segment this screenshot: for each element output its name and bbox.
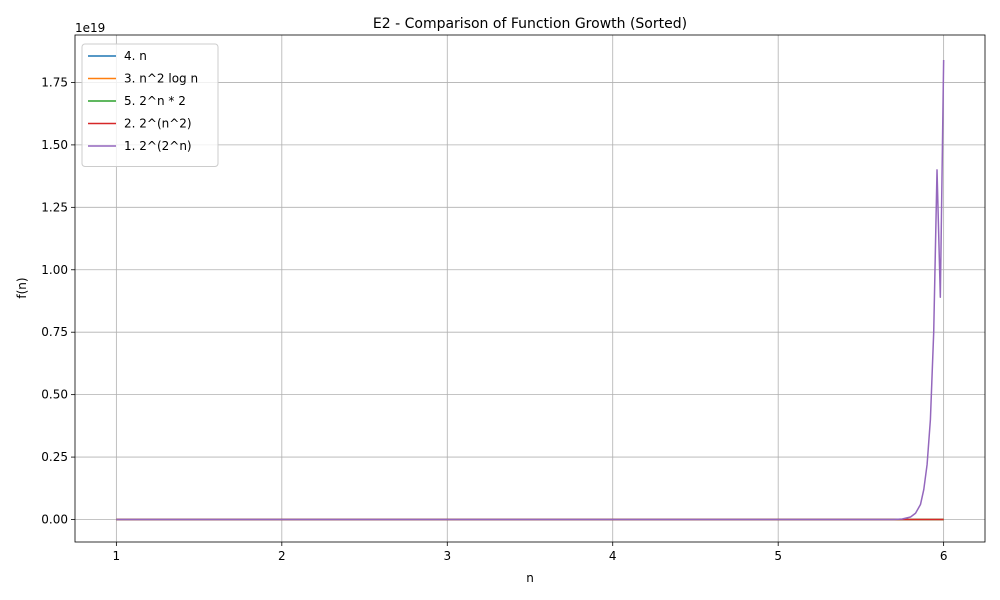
legend-entry: 1. 2^(2^n) xyxy=(124,139,192,153)
y-tick-label: 0.50 xyxy=(41,388,68,402)
x-tick-label: 1 xyxy=(113,549,121,563)
legend-entry: 5. 2^n * 2 xyxy=(124,94,186,108)
chart-title: E2 - Comparison of Function Growth (Sort… xyxy=(373,16,687,32)
legend-entry: 3. n^2 log n xyxy=(124,72,198,86)
y-tick-label: 1.50 xyxy=(41,138,68,152)
series-line-5 xyxy=(116,59,945,521)
y-tick-label: 0.25 xyxy=(41,450,68,464)
x-tick-label: 5 xyxy=(774,549,782,563)
legend-box xyxy=(81,43,219,167)
y-tick-label: 1.00 xyxy=(41,263,68,277)
x-tick-label: 4 xyxy=(609,549,617,563)
y-tick-label: 1.25 xyxy=(41,200,68,214)
y-tick-label: 0.00 xyxy=(41,513,68,527)
y-axis-label: f(n) xyxy=(15,277,29,298)
x-tick-label: 3 xyxy=(443,549,451,563)
y-offset-text: 1e19 xyxy=(75,21,105,35)
legend: 4. n 3. n^2 log n 5. 2^n * 2 2. 2^(n^2) 1. 2… xyxy=(81,43,219,167)
axis-ticks: 1 2 3 4 5 6 0.00 0.25 0.50 0.75 1.00 1.25 1.50 1.75 xyxy=(41,75,947,563)
x-axis-label: n xyxy=(526,571,534,585)
legend-entry: 2. 2^(n^2) xyxy=(124,117,192,131)
y-tick-label: 0.75 xyxy=(41,325,68,339)
y-tick-label: 1.75 xyxy=(41,75,68,89)
x-tick-label: 2 xyxy=(278,549,286,563)
plot-frame xyxy=(74,34,986,543)
series-lines xyxy=(116,59,945,521)
x-tick-label: 6 xyxy=(940,549,948,563)
grid xyxy=(75,35,985,542)
legend-entry: 4. n xyxy=(124,49,147,63)
